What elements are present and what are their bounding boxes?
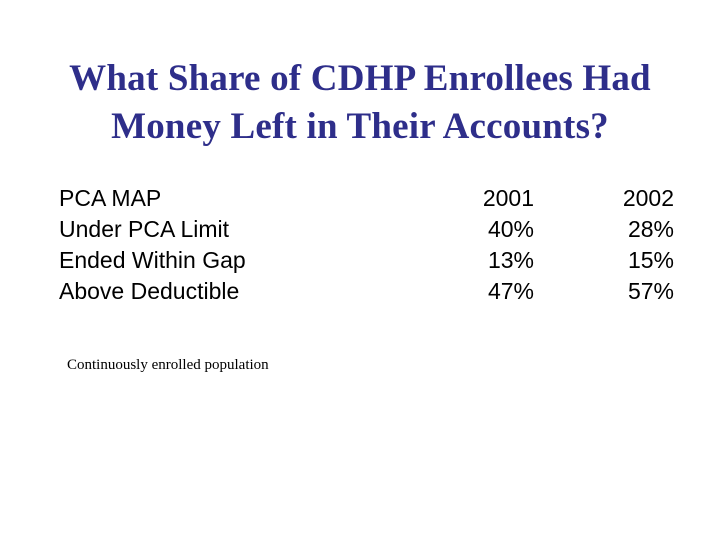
table-header-label: PCA MAP [59,185,162,211]
table-header-row: PCA MAP 2001 2002 [59,183,679,214]
table-header-2001: 2001 [482,185,534,211]
slide-title-line-2: Money Left in Their Accounts? [111,106,609,147]
row-value-2001: 47% [487,278,534,304]
row-value-2001: 13% [487,247,534,273]
row-label: Under PCA Limit [59,216,230,242]
row-value-2002: 15% [627,247,674,273]
table-row: Ended Within Gap 13% 15% [59,245,679,276]
table-row: Under PCA Limit 40% 28% [59,214,679,245]
pca-map-table: PCA MAP 2001 2002 Under PCA Limit 40% 28… [59,183,679,307]
slide-title-line-1: What Share of CDHP Enrollees Had [69,58,651,99]
row-value-2001: 40% [487,216,534,242]
row-label: Above Deductible [59,278,240,304]
row-value-2002: 57% [627,278,674,304]
footnote: Continuously enrolled population [67,357,269,373]
row-label: Ended Within Gap [59,247,246,273]
row-value-2002: 28% [627,216,674,242]
slide-title: What Share of CDHP Enrollees Had Money L… [0,55,720,151]
table-row: Above Deductible 47% 57% [59,276,679,307]
table-header-2002: 2002 [622,185,674,211]
